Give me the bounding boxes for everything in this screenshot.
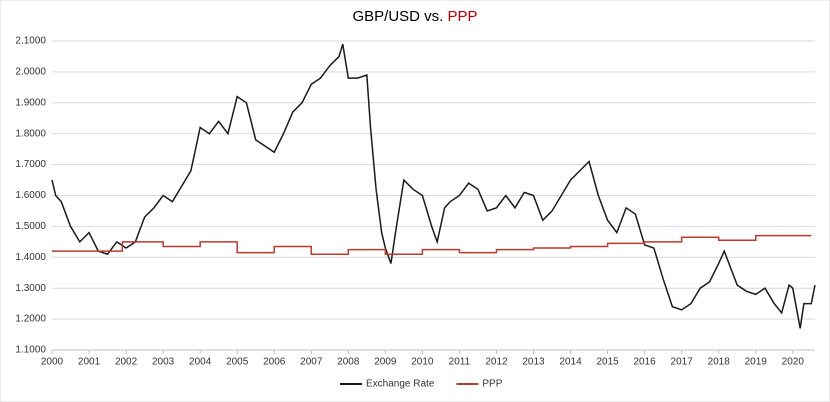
x-tick-label: 2000	[41, 357, 64, 368]
x-tick-label: 2017	[671, 357, 694, 368]
x-tick-label: 2008	[337, 357, 360, 368]
chart-title: GBP/USD vs. PPP	[352, 8, 477, 25]
x-tick-label: 2001	[78, 357, 101, 368]
x-tick-label: 2020	[782, 357, 805, 368]
x-tick-label: 2013	[522, 357, 545, 368]
x-tick-label: 2019	[745, 357, 768, 368]
title-part: PPP	[448, 8, 478, 25]
x-tick-label: 2009	[374, 357, 397, 368]
x-tick-label: 2006	[263, 357, 286, 368]
series-line	[51, 43, 816, 329]
x-tick-label: 2005	[226, 357, 249, 368]
y-tick-label: 1.4000	[15, 252, 46, 263]
x-tick-label: 2016	[633, 357, 656, 368]
legend-label: Exchange Rate	[366, 379, 435, 390]
series-line	[52, 234, 812, 255]
y-tick-label: 1.9000	[15, 97, 46, 108]
title-part: GBP/USD vs.	[352, 8, 443, 25]
y-tick-label: 1.7000	[15, 159, 46, 170]
x-tick-label: 2010	[411, 357, 434, 368]
y-tick-label: 1.6000	[15, 190, 46, 201]
y-tick-label: 1.8000	[15, 128, 46, 139]
x-tick-label: 2012	[485, 357, 508, 368]
legend-label: PPP	[482, 379, 502, 390]
x-tick-label: 2007	[300, 357, 323, 368]
y-tick-label: 1.1000	[15, 345, 46, 356]
x-tick-label: 2011	[449, 357, 471, 368]
y-tick-label: 1.2000	[15, 314, 46, 325]
y-tick-label: 1.5000	[15, 221, 46, 232]
y-tick-label: 2.1000	[15, 36, 46, 47]
y-tick-label: 2.0000	[15, 67, 46, 78]
x-tick-label: 2015	[596, 357, 619, 368]
x-tick-label: 2003	[152, 357, 175, 368]
x-tick-label: 2018	[708, 357, 731, 368]
x-tick-label: 2004	[189, 357, 212, 368]
y-tick-label: 1.3000	[15, 283, 46, 294]
x-tick-label: 2002	[115, 357, 138, 368]
x-tick-label: 2014	[559, 357, 582, 368]
